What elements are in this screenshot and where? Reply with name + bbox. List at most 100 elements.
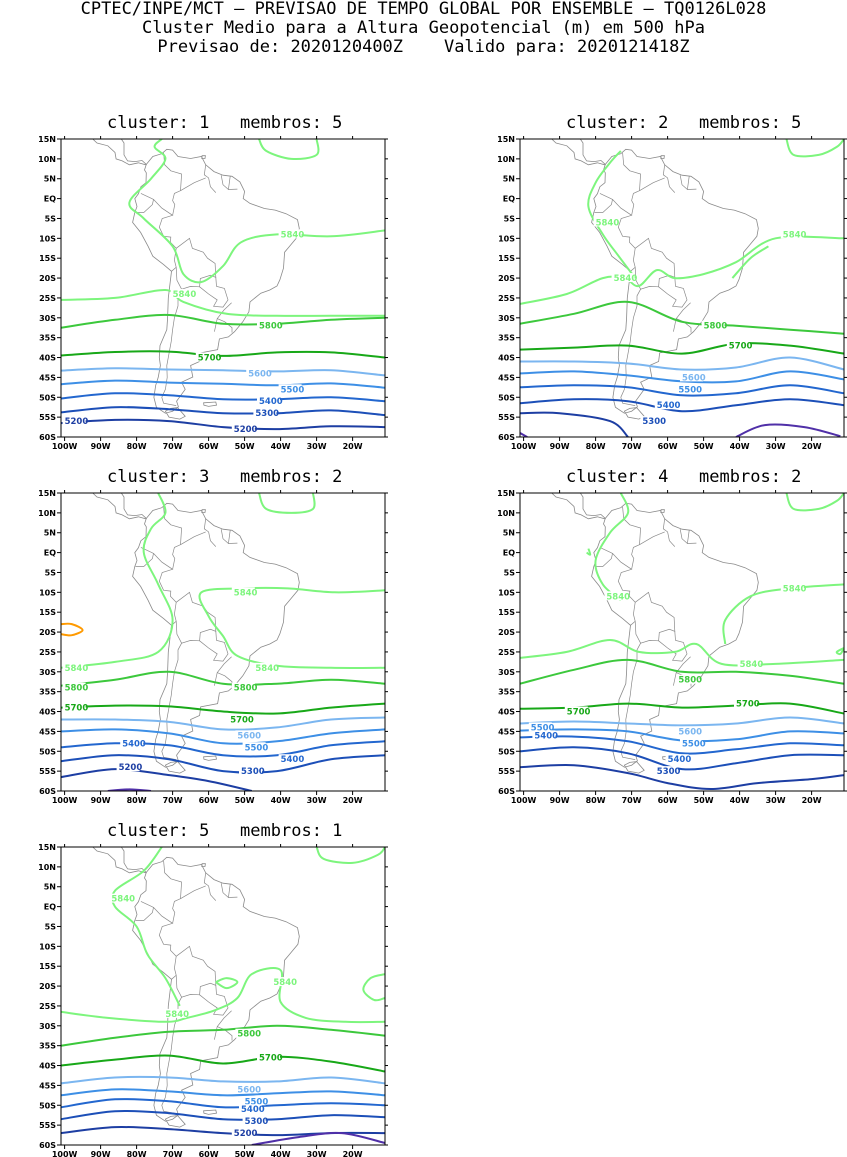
- lon-tick-label: 60W: [199, 1150, 219, 1157]
- lat-tick-label: 5N: [503, 529, 515, 538]
- lat-tick-label: 10S: [39, 234, 56, 243]
- country-border: [214, 656, 232, 686]
- geopotential-contour: [61, 1098, 385, 1109]
- lat-tick-label: 35S: [39, 1042, 56, 1051]
- lon-tick-label: 50W: [694, 442, 714, 451]
- lat-tick-label: 35S: [498, 334, 515, 343]
- lat-tick-label: 10S: [498, 588, 515, 597]
- lat-tick-label: 15S: [39, 608, 56, 617]
- country-border: [679, 529, 688, 544]
- geopotential-contour: [315, 847, 385, 865]
- contour-label: 5840: [173, 290, 197, 300]
- country-border: [161, 643, 182, 760]
- contour-label: 5800: [65, 684, 89, 694]
- lon-tick-label: 100W: [52, 1150, 78, 1157]
- contour-label-bg: [62, 682, 86, 692]
- geopotential-contour: [785, 493, 844, 512]
- coastline: [164, 761, 186, 774]
- country-border: [203, 164, 217, 193]
- country-border: [161, 289, 182, 406]
- contour-label: 5840: [111, 895, 135, 905]
- country-border: [676, 318, 692, 333]
- geopotential-contour: [258, 493, 316, 514]
- geopotential-contour: [61, 313, 385, 329]
- lat-tick-label: 10N: [38, 863, 56, 872]
- country-border: [135, 193, 154, 213]
- contour-label: 5840: [273, 978, 297, 988]
- geopotential-contour: [520, 746, 844, 771]
- contour-label-bg: [109, 893, 133, 903]
- contour-label: 5840: [281, 230, 305, 240]
- contour-label-bg: [257, 396, 280, 406]
- lon-tick-label: 30W: [766, 442, 786, 451]
- country-border: [673, 656, 691, 686]
- coastline: [551, 493, 606, 520]
- lat-tick-label: 50S: [39, 1101, 56, 1110]
- contour-label: 5600: [237, 1085, 261, 1095]
- geopotential-contour: [61, 740, 385, 758]
- lat-tick-label: 40S: [39, 1062, 56, 1071]
- contour-label: 5400: [668, 755, 692, 765]
- lat-tick-label: 45S: [39, 1081, 56, 1090]
- contour-label-bg: [231, 587, 255, 597]
- lat-tick-label: 50S: [498, 393, 515, 402]
- geopotential-contour: [520, 716, 844, 727]
- country-border: [227, 176, 238, 190]
- contour-label-bg: [676, 674, 700, 684]
- lat-tick-label: 15S: [39, 254, 56, 263]
- lon-tick-label: 30W: [307, 442, 327, 451]
- contour-label-bg: [231, 424, 255, 434]
- geopotential-contour: [735, 423, 841, 437]
- country-border: [163, 860, 182, 924]
- contour-label-bg: [116, 762, 140, 772]
- contour-label-bg: [780, 229, 804, 239]
- contour-label-bg: [640, 416, 664, 426]
- lat-tick-label: 50S: [39, 393, 56, 402]
- contour-label-bg: [532, 730, 556, 740]
- country-border: [686, 176, 697, 190]
- lat-tick-label: 15N: [38, 843, 56, 852]
- contour-label-bg: [737, 658, 761, 668]
- country-border: [622, 152, 641, 216]
- country-border: [135, 547, 154, 567]
- geopotential-contour: [520, 763, 844, 791]
- map-frame: [519, 492, 845, 792]
- lat-tick-label: 15S: [39, 962, 56, 971]
- coastline: [660, 509, 665, 513]
- lon-tick-label: 100W: [511, 796, 537, 805]
- geopotential-contour: [520, 658, 844, 685]
- geopotential-contour: [61, 622, 84, 637]
- contour-label: 5800: [678, 676, 702, 686]
- coastline: [132, 148, 300, 414]
- header-title: CPTEC/INPE/MCT – PREVISAO DE TEMPO GLOBA…: [80, 0, 767, 19]
- geopotential-contour: [61, 1075, 385, 1085]
- country-border: [153, 553, 177, 626]
- contour-label: 5840: [234, 588, 258, 598]
- lon-tick-label: 100W: [52, 796, 78, 805]
- lat-tick-label: 25S: [39, 294, 56, 303]
- contour-label-bg: [239, 1104, 262, 1114]
- lat-tick-label: 25S: [498, 648, 515, 657]
- contour-label-bg: [680, 738, 703, 748]
- lon-tick-label: 50W: [694, 796, 714, 805]
- lat-tick-label: 60S: [39, 787, 56, 796]
- lat-tick-label: 25S: [39, 648, 56, 657]
- contour-label-bg: [163, 1008, 187, 1018]
- country-border: [220, 883, 229, 898]
- country-border: [227, 530, 238, 544]
- lon-tick-label: 80W: [586, 796, 606, 805]
- lon-tick-label: 60W: [658, 796, 678, 805]
- lon-tick-label: 20W: [802, 796, 822, 805]
- map-panel-1: 5840 5840 5800 5700 5600 5500 5400 5300 5200 5200…: [38, 135, 388, 451]
- contour-label-bg: [242, 1116, 266, 1126]
- lat-tick-label: 35S: [498, 688, 515, 697]
- contour-label: 5500: [678, 385, 702, 395]
- coastline: [203, 1109, 217, 1115]
- country-border: [594, 193, 613, 213]
- map-panel-3: 5840 5840 5840 5800 5800 5700 5700 5600 5500 5400…: [38, 489, 388, 805]
- contour-label: 5800: [704, 322, 728, 332]
- geopotential-contour: [520, 356, 844, 371]
- contour-label-bg: [195, 352, 219, 362]
- contour-label: 5400: [281, 755, 305, 765]
- contour-label-bg: [278, 384, 302, 394]
